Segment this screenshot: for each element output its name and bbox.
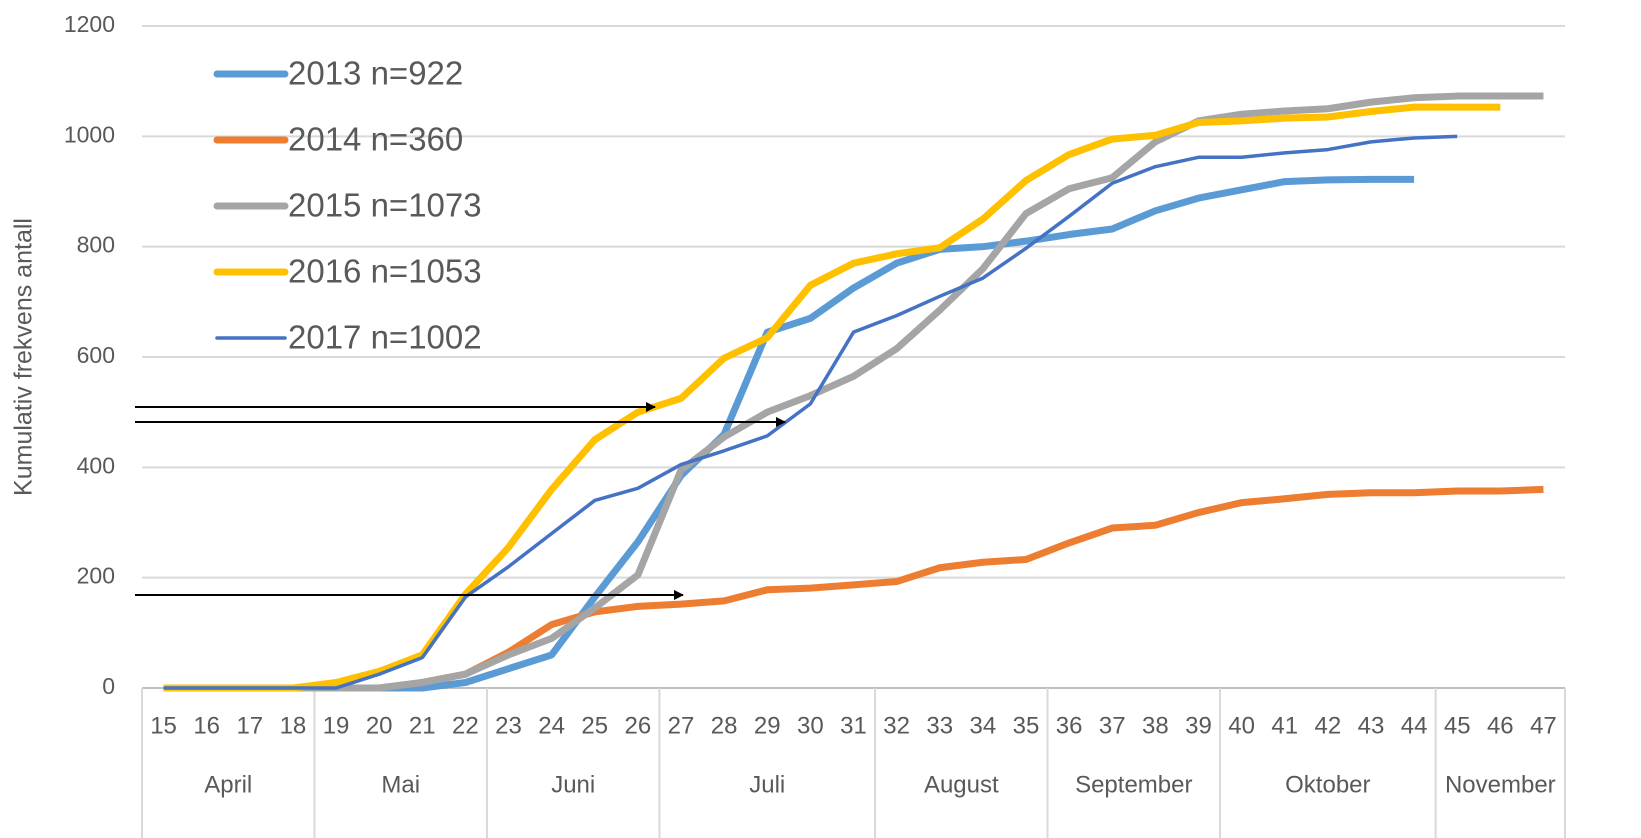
- series-line: [163, 103, 1501, 692]
- group-label: Mai: [381, 771, 420, 798]
- x-tick-label: 26: [625, 712, 652, 739]
- x-tick-label: 31: [840, 712, 867, 739]
- group-label: April: [204, 771, 252, 798]
- y-tick-label: 1200: [64, 11, 115, 37]
- x-tick-label: 38: [1142, 712, 1169, 739]
- x-tick-label: 30: [797, 712, 824, 739]
- x-tick-label: 23: [495, 712, 522, 739]
- x-tick-label: 19: [323, 712, 350, 739]
- legend-label: 2013 n=922: [288, 55, 463, 92]
- x-tick-label: 29: [754, 712, 781, 739]
- plot: [163, 92, 1544, 692]
- group-label: September: [1075, 771, 1192, 798]
- x-tick-label: 28: [711, 712, 738, 739]
- x-tick-label: 20: [366, 712, 393, 739]
- group-label: Juli: [749, 771, 785, 798]
- y-axis-label: Kumulativ frekvens antall: [10, 218, 38, 496]
- x-tick-label: 32: [883, 712, 910, 739]
- x-tick-label: 37: [1099, 712, 1126, 739]
- legend-label: 2016 n=1053: [288, 253, 482, 290]
- x-tick-label: 33: [926, 712, 953, 739]
- x-tick-label: 18: [280, 712, 307, 739]
- x-tick-label: 25: [581, 712, 608, 739]
- y-tick-label: 1000: [64, 121, 115, 147]
- group-label: Oktober: [1285, 771, 1370, 798]
- x-tick-label: 42: [1314, 712, 1341, 739]
- x-tick-label: 45: [1444, 712, 1471, 739]
- y-tick-label: 200: [77, 563, 115, 589]
- x-tick-label: 21: [409, 712, 436, 739]
- x-tick-label: 46: [1487, 712, 1514, 739]
- x-tick-label: 35: [1013, 712, 1040, 739]
- x-tick-label: 34: [970, 712, 997, 739]
- y-tick-label: 0: [102, 673, 115, 699]
- group-label: November: [1445, 771, 1556, 798]
- group-label: August: [924, 771, 999, 798]
- legend-label: 2014 n=360: [288, 121, 463, 158]
- x-tick-label: 40: [1228, 712, 1255, 739]
- y-tick-label: 400: [77, 452, 115, 478]
- x-tick-label: 24: [538, 712, 565, 739]
- x-tick-label: 36: [1056, 712, 1083, 739]
- x-tick-label: 47: [1530, 712, 1557, 739]
- legend-label: 2015 n=1073: [288, 187, 482, 224]
- series-line: [163, 134, 1458, 690]
- x-tick-label: 41: [1271, 712, 1298, 739]
- x-tick-label: 39: [1185, 712, 1212, 739]
- y-tick-label: 800: [77, 232, 115, 258]
- y-tick-label: 600: [77, 342, 115, 368]
- x-tick-label: 16: [193, 712, 220, 739]
- series-line: [163, 92, 1544, 692]
- grid: 0 200 400 600 800 1000 1200 15 16 17 18 19 20 21 22 23 2…: [64, 11, 1566, 838]
- x-tick-label: 27: [668, 712, 695, 739]
- x-tick-label: 22: [452, 712, 479, 739]
- series-line: [163, 485, 1544, 692]
- x-tick-label: 17: [236, 712, 263, 739]
- x-tick-label: 43: [1358, 712, 1385, 739]
- group-label: Juni: [551, 771, 595, 798]
- legend-label: 2017 n=1002: [288, 319, 482, 356]
- x-tick-label: 44: [1401, 712, 1428, 739]
- legend: 2013 n=922 2014 n=360 2015 n=1073 2016 n=10…: [213, 55, 482, 356]
- x-tick-label: 15: [150, 712, 177, 739]
